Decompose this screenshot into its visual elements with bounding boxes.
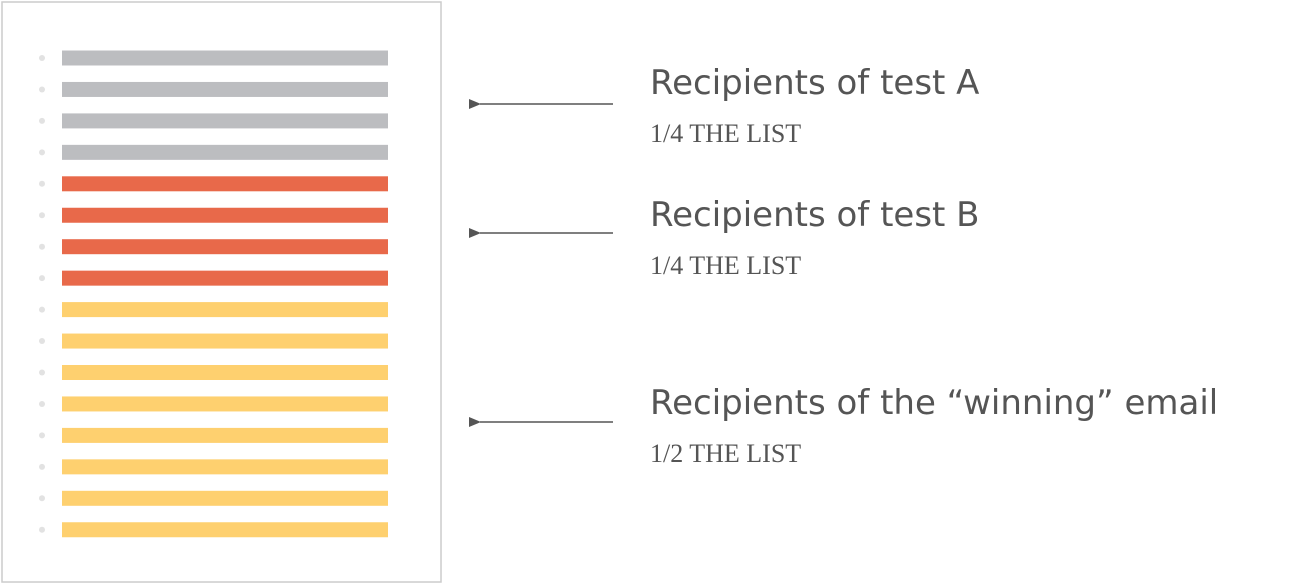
row-bar xyxy=(62,459,388,475)
row-dot xyxy=(39,243,45,250)
row-dot xyxy=(39,55,45,61)
list-rows xyxy=(39,50,388,538)
row-dot xyxy=(39,117,45,124)
row-dot xyxy=(39,180,45,187)
row-dot xyxy=(39,432,45,439)
row-bar xyxy=(62,207,388,223)
row-dot xyxy=(39,400,45,407)
group-subtitle: 1/2 THE LIST xyxy=(650,439,801,468)
row-dot xyxy=(39,306,45,313)
row-bar xyxy=(62,522,388,538)
row-bar xyxy=(62,270,388,286)
list-panel xyxy=(1,1,442,583)
row-dot xyxy=(39,526,45,533)
row-dot xyxy=(39,463,45,470)
row-dot xyxy=(39,86,45,93)
row-dot xyxy=(39,338,45,345)
row-dot xyxy=(39,369,45,376)
row-bar xyxy=(62,81,388,97)
group-subtitle: 1/4 THE LIST xyxy=(650,119,801,148)
group-title: Recipients of the “winning” email xyxy=(650,383,1218,423)
row-bar xyxy=(62,239,388,255)
row-bar xyxy=(62,396,388,412)
group-title: Recipients of test A xyxy=(650,63,979,103)
row-bar xyxy=(62,365,388,380)
row-dot xyxy=(39,149,45,156)
row-bar xyxy=(62,144,388,160)
row-bar xyxy=(62,333,388,349)
row-bar xyxy=(62,113,388,129)
row-bar xyxy=(62,427,388,443)
row-dot xyxy=(39,495,45,502)
row-bar xyxy=(62,50,388,66)
row-bar xyxy=(62,302,388,318)
row-bar xyxy=(62,490,388,506)
row-dot xyxy=(39,275,45,282)
row-dot xyxy=(39,212,45,219)
group-title: Recipients of test B xyxy=(650,195,980,235)
group-subtitle: 1/4 THE LIST xyxy=(650,251,801,280)
row-bar xyxy=(62,176,388,192)
